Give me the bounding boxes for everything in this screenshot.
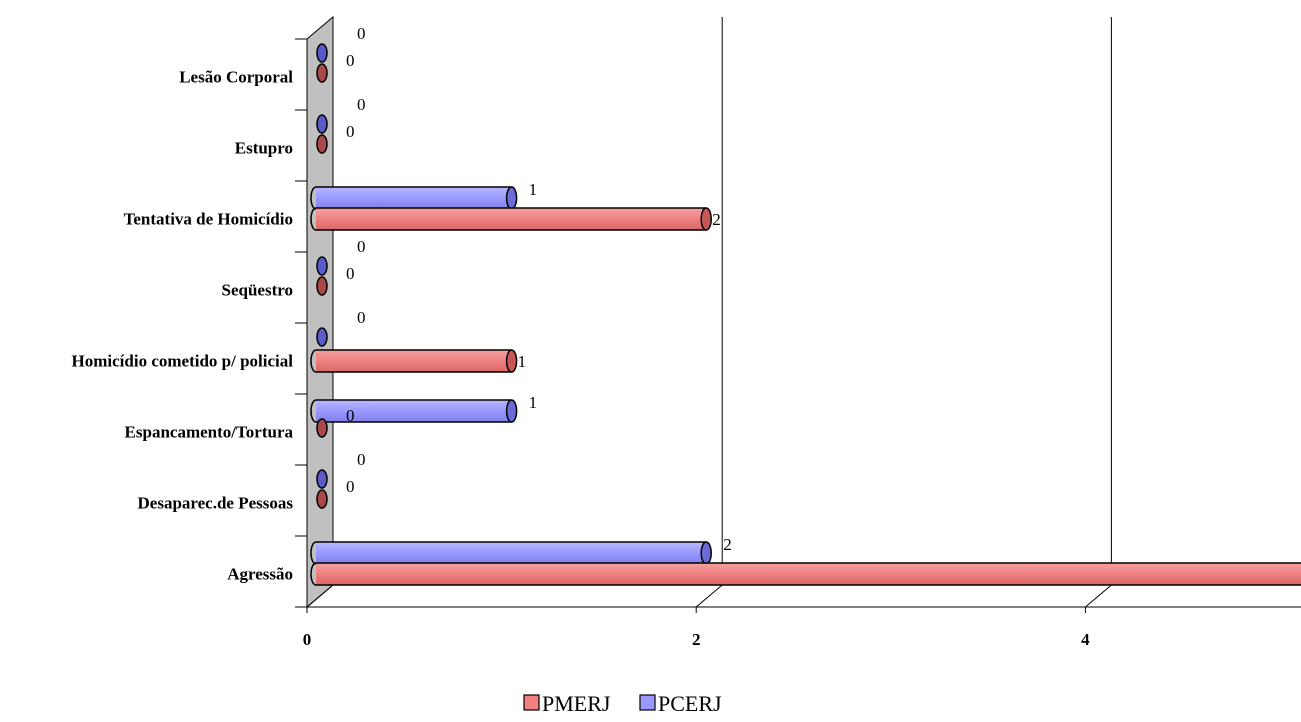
bar-pmerj	[316, 418, 328, 438]
bar-pmerj-edge	[316, 349, 512, 373]
bar-pmerj	[310, 562, 1301, 586]
data-label-pmerj: 0	[346, 406, 355, 425]
category-label: Estupro	[235, 139, 293, 158]
x-tick-label: 0	[303, 630, 312, 649]
floor-gridline	[306, 584, 334, 608]
legend: PMERJ PCERJ	[523, 691, 722, 716]
data-label-pcerj: 0	[357, 237, 366, 256]
category-label: Seqüestro	[222, 281, 293, 300]
gridlines	[721, 17, 1112, 585]
x-tick-label: 4	[1081, 630, 1090, 649]
bar-pmerj-edge	[316, 562, 1301, 586]
category-label: Lesão Corporal	[179, 68, 293, 87]
data-label-pcerj: 0	[357, 24, 366, 43]
bar-pmerj-cap	[505, 349, 518, 373]
bar-pmerj-body	[316, 350, 512, 372]
bar-pcerj	[316, 469, 328, 489]
bar-pmerj-cap	[700, 207, 712, 231]
bar-pcerj-body	[316, 400, 512, 422]
bar-pmerj	[316, 489, 328, 509]
bar-pcerj-body	[316, 187, 512, 209]
bar-pcerj	[316, 114, 328, 134]
legend-label-pmerj: PMERJ	[542, 691, 611, 716]
bar-pcerj-body	[316, 542, 707, 564]
data-label-pmerj: 0	[346, 51, 355, 70]
bar-pmerj-base	[310, 562, 317, 586]
bar-pcerj	[316, 43, 328, 63]
bar-pcerj-base	[310, 399, 317, 423]
category-label: Homicídio cometido p/ policial	[72, 352, 294, 371]
bar-pmerj-body	[316, 563, 1301, 585]
bar-pcerj	[316, 327, 328, 347]
legend-label-pcerj: PCERJ	[658, 691, 722, 716]
legend-swatch-pmerj	[523, 694, 540, 711]
axes	[295, 38, 1301, 613]
data-label-pmerj: 0	[346, 477, 355, 496]
legend-swatch-pcerj	[639, 694, 656, 711]
data-label-pmerj: 1	[518, 352, 527, 371]
floor-gridline	[695, 584, 723, 608]
bar-pmerj-base	[310, 349, 317, 373]
bar-pmerj	[316, 276, 328, 296]
data-label-pcerj: 1	[529, 393, 538, 412]
side-wall-face	[306, 15, 334, 609]
bar-pmerj	[316, 134, 328, 154]
data-label-pmerj: 0	[346, 122, 355, 141]
bar-pcerj	[310, 186, 518, 210]
bar-pmerj	[310, 349, 518, 373]
bar-pmerj-body	[316, 208, 707, 230]
bar-pcerj-cap	[700, 541, 712, 565]
bar-pcerj	[310, 399, 518, 423]
data-label-pcerj: 1	[529, 180, 538, 199]
side-wall	[306, 15, 334, 609]
data-label-pcerj: 0	[357, 450, 366, 469]
bars	[310, 43, 1301, 586]
data-label-pcerj: 0	[357, 308, 366, 327]
category-label: Tentativa de Homicídio	[124, 210, 293, 229]
bar-pcerj-cap	[505, 186, 518, 210]
bar-pmerj	[310, 207, 712, 231]
category-label: Espancamento/Tortura	[125, 423, 294, 442]
data-label-pcerj: 2	[723, 535, 732, 554]
bar-pmerj	[316, 63, 328, 83]
data-label-pcerj: 0	[357, 95, 366, 114]
bar-pcerj	[310, 541, 712, 565]
data-label-pmerj: 0	[346, 264, 355, 283]
category-label: Agressão	[227, 565, 293, 584]
data-label-pmerj: 2	[712, 210, 721, 229]
bar-pcerj	[316, 256, 328, 276]
floor-gridline	[1085, 584, 1112, 608]
category-label: Desaparec.de Pessoas	[138, 494, 294, 513]
bar-pmerj-edge	[316, 207, 707, 231]
bar-pcerj-cap	[505, 399, 518, 423]
bar-pcerj-edge	[316, 399, 512, 423]
bar-pmerj-base	[310, 207, 317, 231]
x-tick-label: 2	[692, 630, 701, 649]
